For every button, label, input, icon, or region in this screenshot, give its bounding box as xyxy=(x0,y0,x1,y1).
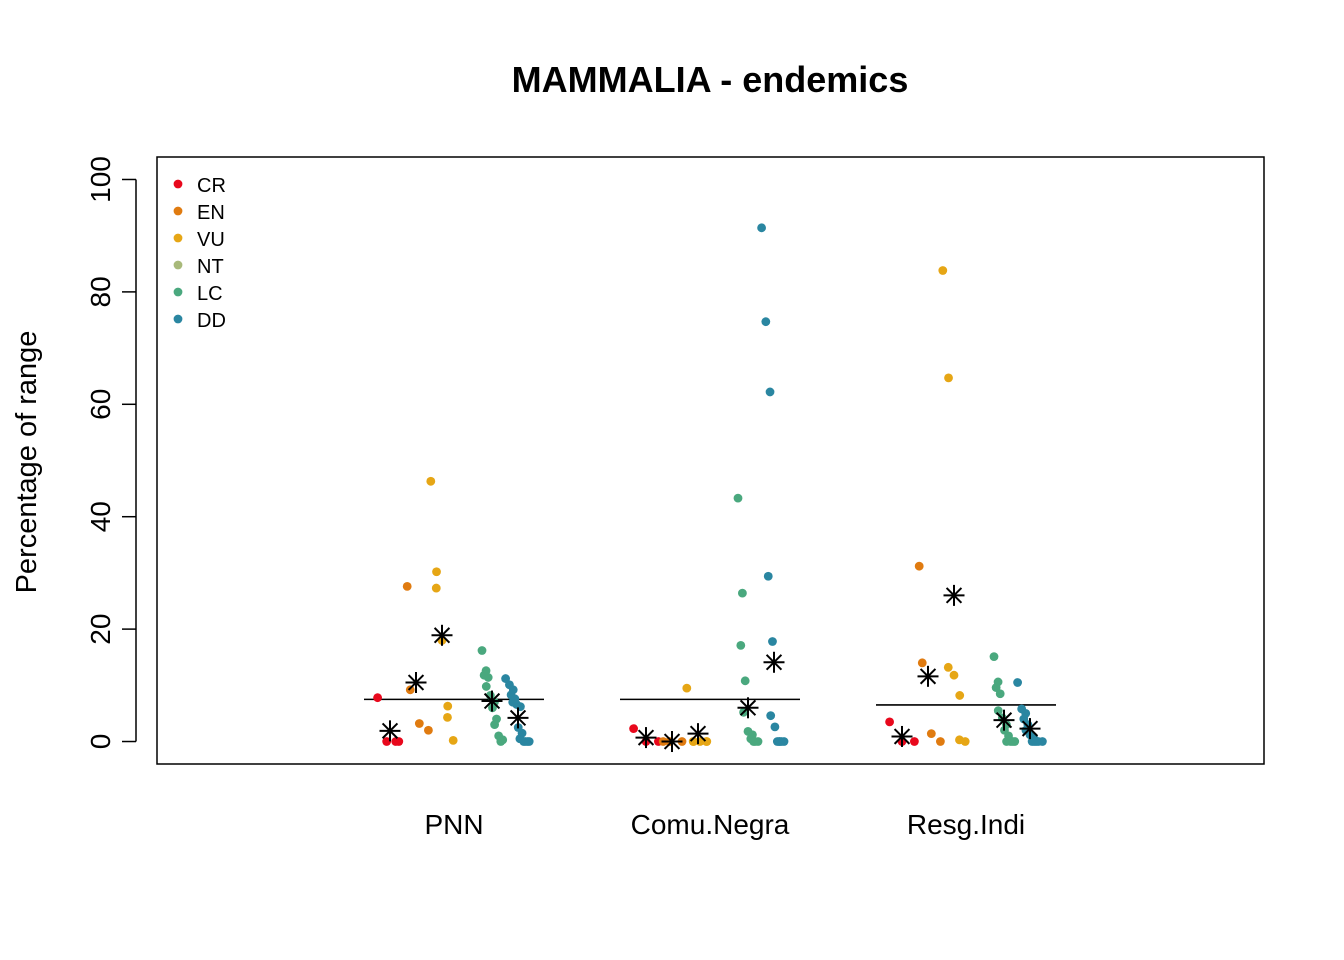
group-mean-marker xyxy=(405,672,427,694)
group-mean-marker xyxy=(763,651,785,673)
data-points xyxy=(373,223,1047,746)
y-tick-label: 80 xyxy=(85,276,116,307)
data-point-vu xyxy=(944,373,953,383)
data-point-dd xyxy=(1038,737,1047,746)
y-tick-label: 20 xyxy=(85,614,116,645)
data-point-vu xyxy=(938,266,948,275)
y-tick-label: 60 xyxy=(85,389,116,420)
group-mean-marker xyxy=(891,725,913,747)
data-point-cr xyxy=(382,737,392,746)
legend-swatch-dd xyxy=(173,314,183,324)
group-mean-marker xyxy=(507,707,529,729)
data-point-vu xyxy=(443,701,453,711)
legend: CR EN VU NT LC DD xyxy=(173,175,226,332)
data-point-dd xyxy=(763,571,773,581)
data-point-cr xyxy=(910,737,919,746)
legend-label: LC xyxy=(197,283,223,305)
data-point-dd xyxy=(765,387,775,397)
group-mean-marker xyxy=(737,697,759,719)
category-label: Comu.Negra xyxy=(631,809,790,840)
y-tick-label: 100 xyxy=(85,156,116,203)
data-point-vu xyxy=(431,583,441,593)
chart-title: MAMMALIA - endemics xyxy=(512,59,909,100)
y-axis: 0 20 40 60 80 100 xyxy=(85,156,137,750)
legend-label: EN xyxy=(197,202,225,224)
data-point-cr xyxy=(373,693,382,703)
group-mean-marker xyxy=(431,624,453,646)
data-point-vu xyxy=(448,735,458,745)
y-tick-label: 40 xyxy=(85,501,116,532)
group-mean-marker xyxy=(943,584,965,606)
group-mean-marker xyxy=(993,709,1015,731)
data-point-lc xyxy=(993,706,1003,716)
data-point-en xyxy=(424,725,433,735)
data-point-en xyxy=(414,719,424,728)
data-point-vu xyxy=(432,567,441,577)
group-mean-marker xyxy=(635,727,657,749)
data-point-cr xyxy=(629,724,638,733)
group-mean-marker xyxy=(379,720,401,742)
data-point-vu xyxy=(443,712,452,722)
data-point-dd xyxy=(524,737,534,746)
data-point-lc xyxy=(989,652,999,662)
data-point-dd xyxy=(757,223,766,233)
data-point-lc xyxy=(738,588,747,598)
data-point-lc xyxy=(481,682,491,691)
data-point-en xyxy=(914,561,924,571)
data-point-lc xyxy=(1008,737,1018,746)
data-point-dd xyxy=(766,711,776,721)
group-mean-marker xyxy=(687,723,709,745)
data-point-en xyxy=(402,581,412,591)
data-point-cr xyxy=(394,737,404,746)
data-point-lc xyxy=(490,720,499,730)
legend-label: NT xyxy=(197,256,224,278)
group-mean-marker xyxy=(481,690,503,712)
legend-swatch-cr xyxy=(173,179,183,189)
group-mean-marker xyxy=(917,665,939,687)
data-point-vu xyxy=(682,683,692,693)
data-point-vu xyxy=(943,662,953,672)
data-point-dd xyxy=(779,737,789,746)
data-point-dd xyxy=(770,722,780,732)
data-point-en xyxy=(926,729,936,739)
legend-label: VU xyxy=(197,229,225,251)
legend-swatch-lc xyxy=(173,287,183,297)
legend-swatch-vu xyxy=(173,233,183,243)
category-labels: PNN Comu.Negra Resg.Indi xyxy=(424,809,1025,840)
data-point-en xyxy=(405,685,415,695)
data-point-lc xyxy=(477,646,487,655)
data-point-lc xyxy=(995,689,1005,699)
data-point-vu xyxy=(960,737,970,746)
legend-label: CR xyxy=(197,175,226,197)
category-label: Resg.Indi xyxy=(907,809,1025,840)
legend-swatch-nt xyxy=(173,260,183,270)
legend-swatch-en xyxy=(173,206,183,216)
legend-label: DD xyxy=(197,310,226,332)
data-point-dd xyxy=(768,637,777,646)
data-point-lc xyxy=(740,676,750,686)
data-point-lc xyxy=(733,493,743,503)
data-point-vu xyxy=(949,670,959,680)
group-mean-markers xyxy=(379,584,1041,753)
data-point-dd xyxy=(1013,678,1022,687)
overall-mean-lines xyxy=(364,698,1056,706)
data-point-en xyxy=(917,658,927,668)
category-label: PNN xyxy=(424,809,483,840)
data-point-lc xyxy=(736,641,746,650)
data-point-lc xyxy=(753,737,763,746)
y-tick-label: 0 xyxy=(85,734,116,750)
group-mean-marker xyxy=(661,731,683,753)
y-axis-label: Percentage of range xyxy=(11,331,43,594)
data-point-vu xyxy=(426,476,436,486)
data-point-en xyxy=(936,737,945,746)
data-point-cr xyxy=(885,717,894,727)
plot-box xyxy=(156,156,1265,765)
data-point-lc xyxy=(483,673,493,682)
data-point-dd xyxy=(761,317,771,327)
group-mean-marker xyxy=(1019,718,1041,740)
data-point-lc xyxy=(496,737,506,746)
data-point-vu xyxy=(955,691,965,700)
